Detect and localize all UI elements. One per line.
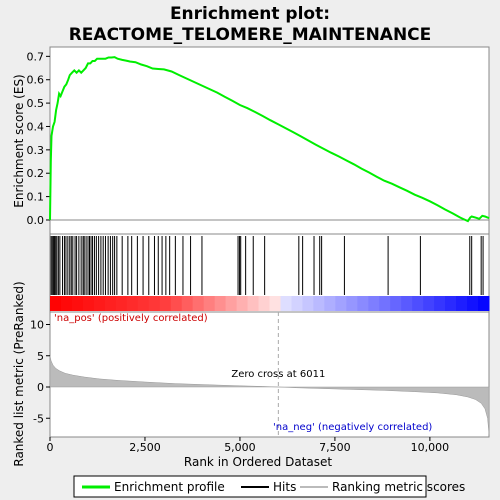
- es-y-tick-label: 0.1: [27, 191, 45, 204]
- rank-bar-segment: [258, 296, 270, 311]
- zero-cross-label: Zero cross at 6011: [231, 369, 325, 380]
- legend-item-metric: Ranking metric scores: [300, 480, 465, 494]
- neg-correlated-label: 'na_neg' (negatively correlated): [273, 422, 432, 433]
- es-y-tick-label: 0.2: [27, 167, 45, 180]
- es-y-axis: 0.0 0.1 0.2 0.3 0.4 0.5 0.6 0.7: [27, 50, 50, 227]
- es-y-tick-label: 0.7: [27, 50, 45, 63]
- legend-item-hits: Hits: [241, 480, 296, 494]
- rank-color-bar: [50, 296, 490, 311]
- legend-enrichment-label: Enrichment profile: [114, 480, 225, 494]
- rank-bar-segment: [60, 296, 73, 311]
- rank-bar-segment: [401, 296, 413, 311]
- metric-y-tick-label: -5: [33, 412, 44, 425]
- rank-bar-segment: [126, 296, 139, 311]
- rank-bar-segment: [291, 296, 303, 311]
- metric-y-tick-label: 10: [30, 319, 44, 332]
- rank-bar-segment: [412, 296, 424, 311]
- rank-bar-segment: [236, 296, 249, 311]
- rank-bar-segment: [478, 296, 490, 311]
- legend-hits-label: Hits: [273, 480, 296, 494]
- x-axis: 0 2,500 5,000 7,500 10,000: [47, 437, 450, 454]
- chart-title-line1: Enrichment plot:: [170, 4, 330, 24]
- ranking-metric-area: [49, 355, 490, 435]
- rank-bar-segment: [390, 296, 402, 311]
- es-y-tick-label: 0.4: [27, 120, 45, 133]
- es-y-tick-label: 0.5: [27, 97, 45, 110]
- rank-bar-segment: [467, 296, 479, 311]
- rank-bar-segment: [302, 296, 314, 311]
- rank-bar-segment: [50, 296, 62, 311]
- metric-y-tick-label: 0: [37, 381, 44, 394]
- x-tick-label: 10,000: [411, 441, 450, 454]
- rank-bar-segment: [456, 296, 468, 311]
- rank-bar-segment: [93, 296, 106, 311]
- rank-bar-segment: [203, 296, 216, 311]
- rank-bar-segment: [104, 296, 117, 311]
- es-y-axis-label: Enrichment score (ES): [12, 74, 26, 207]
- metric-y-axis-label: Ranked list metric (PreRanked): [12, 281, 26, 466]
- rank-bar-segment: [445, 296, 457, 311]
- x-axis-label: Rank in Ordered Dataset: [184, 455, 332, 469]
- es-y-tick-label: 0.0: [27, 214, 45, 227]
- rank-bar-segment: [82, 296, 95, 311]
- rank-bar-segment: [313, 296, 325, 311]
- rank-bar-segment: [214, 296, 227, 311]
- legend-item-enrichment: Enrichment profile: [82, 480, 225, 494]
- rank-bar-segment: [115, 296, 128, 311]
- es-plot-area: [49, 46, 490, 235]
- chart-title-line2: REACTOME_TELOMERE_MAINTENANCE: [69, 25, 432, 45]
- x-tick-label: 7,500: [319, 441, 351, 454]
- rank-bar-segment: [181, 296, 194, 311]
- rank-bar-segment: [346, 296, 358, 311]
- rank-bar-segment: [137, 296, 150, 311]
- enrichment-profile-line: [49, 56, 490, 223]
- metric-y-tick-label: 5: [37, 350, 44, 363]
- es-y-tick-label: 0.6: [27, 74, 45, 87]
- rank-bar-segment: [324, 296, 336, 311]
- hit-marks: [50, 236, 484, 295]
- rank-bar-segment: [379, 296, 391, 311]
- x-tick-label: 2,500: [129, 441, 161, 454]
- rank-bar-segment: [247, 296, 260, 311]
- es-y-tick-label: 0.3: [27, 144, 45, 157]
- rank-bar-segment: [423, 296, 435, 311]
- rank-bar-segment: [225, 296, 238, 311]
- rank-bar-segment: [159, 296, 172, 311]
- x-tick-label: 5,000: [224, 441, 256, 454]
- rank-bar-segment: [357, 296, 369, 311]
- rank-bar-segment: [280, 296, 292, 311]
- pos-correlated-label: 'na_pos' (positively correlated): [54, 313, 208, 324]
- metric-plot-area: [49, 311, 490, 438]
- rank-bar-segment: [170, 296, 183, 311]
- x-tick-label: 0: [47, 441, 54, 454]
- legend-metric-label: Ranking metric scores: [332, 480, 465, 494]
- rank-bar-segment: [148, 296, 161, 311]
- rank-bar-segment: [434, 296, 446, 311]
- rank-bar-segment: [269, 296, 281, 311]
- metric-y-axis: 10 5 0 -5: [30, 319, 50, 425]
- rank-bar-segment: [71, 296, 84, 311]
- rank-bar-segment: [335, 296, 347, 311]
- rank-bar-segment: [368, 296, 380, 311]
- rank-bar-segment: [192, 296, 205, 311]
